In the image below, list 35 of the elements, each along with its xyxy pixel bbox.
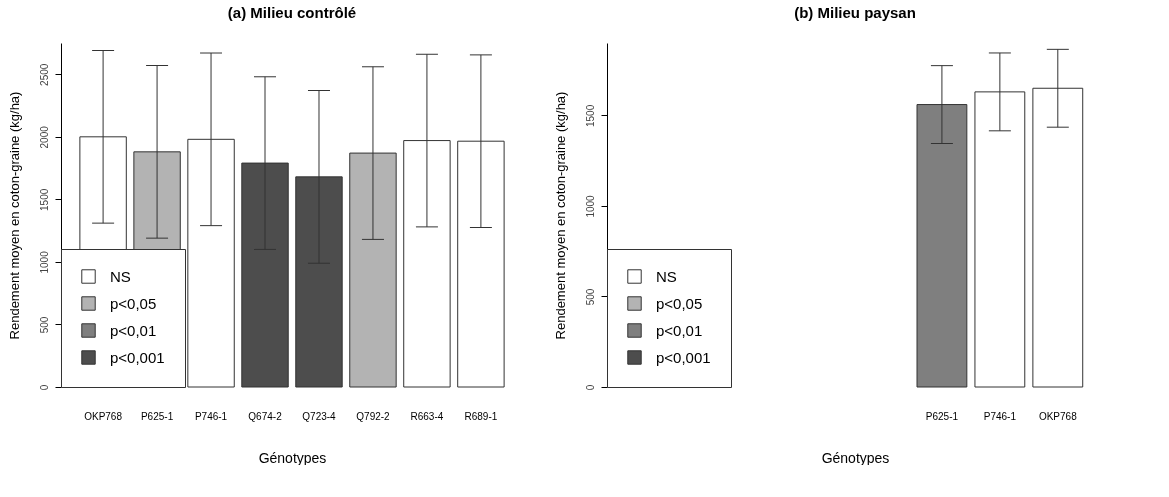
y-tick-label: 1500 (38, 188, 50, 211)
x-tick-label: P625-1 (925, 410, 959, 422)
legend-label: p<0,001 (656, 348, 711, 366)
x-tick-label: R663-4 (410, 410, 444, 422)
x-tick-label: Q723-4 (302, 410, 337, 422)
legend-label: p<0,01 (656, 321, 703, 339)
y-axis-title: Rendement moyen en coton-graine (kg/ha) (6, 91, 22, 340)
x-tick-label: OKP768 (1038, 410, 1078, 422)
legend-label: NS (656, 267, 677, 285)
legend-label: p<0,05 (656, 294, 703, 312)
x-tick-label: P625-1 (140, 410, 174, 422)
y-axis-title: Rendement moyen en coton-graine (kg/ha) (552, 91, 568, 340)
x-axis-title: Génotypes (821, 449, 890, 466)
y-tick-label: 2000 (38, 125, 50, 149)
y-tick-label: 0 (38, 384, 50, 391)
chart-title: (a) Milieu contrôlé (227, 4, 357, 21)
y-tick-label: 1000 (38, 250, 50, 274)
y-tick-label: 1500 (584, 104, 596, 128)
x-tick-label: OKP768 (84, 410, 123, 422)
x-axis-title: Génotypes (258, 449, 327, 466)
legend-label: p<0,001 (110, 348, 165, 366)
y-tick-label: 2500 (38, 63, 50, 86)
y-tick-label: 1000 (584, 194, 596, 218)
y-tick-label: 500 (38, 316, 50, 334)
x-tick-label: P746-1 (983, 410, 1017, 422)
chart-title: (b) Milieu paysan (794, 4, 916, 21)
legend-label: p<0,05 (110, 294, 157, 312)
x-tick-label: Q674-2 (248, 410, 283, 422)
x-tick-label: Q792-2 (356, 410, 391, 422)
y-tick-label: 500 (584, 288, 596, 306)
legend-label: p<0,01 (110, 321, 157, 339)
x-tick-label: R689-1 (464, 410, 498, 422)
y-tick-label: 0 (584, 384, 596, 391)
x-tick-label: P746-1 (194, 410, 228, 422)
legend-label: NS (110, 267, 131, 285)
